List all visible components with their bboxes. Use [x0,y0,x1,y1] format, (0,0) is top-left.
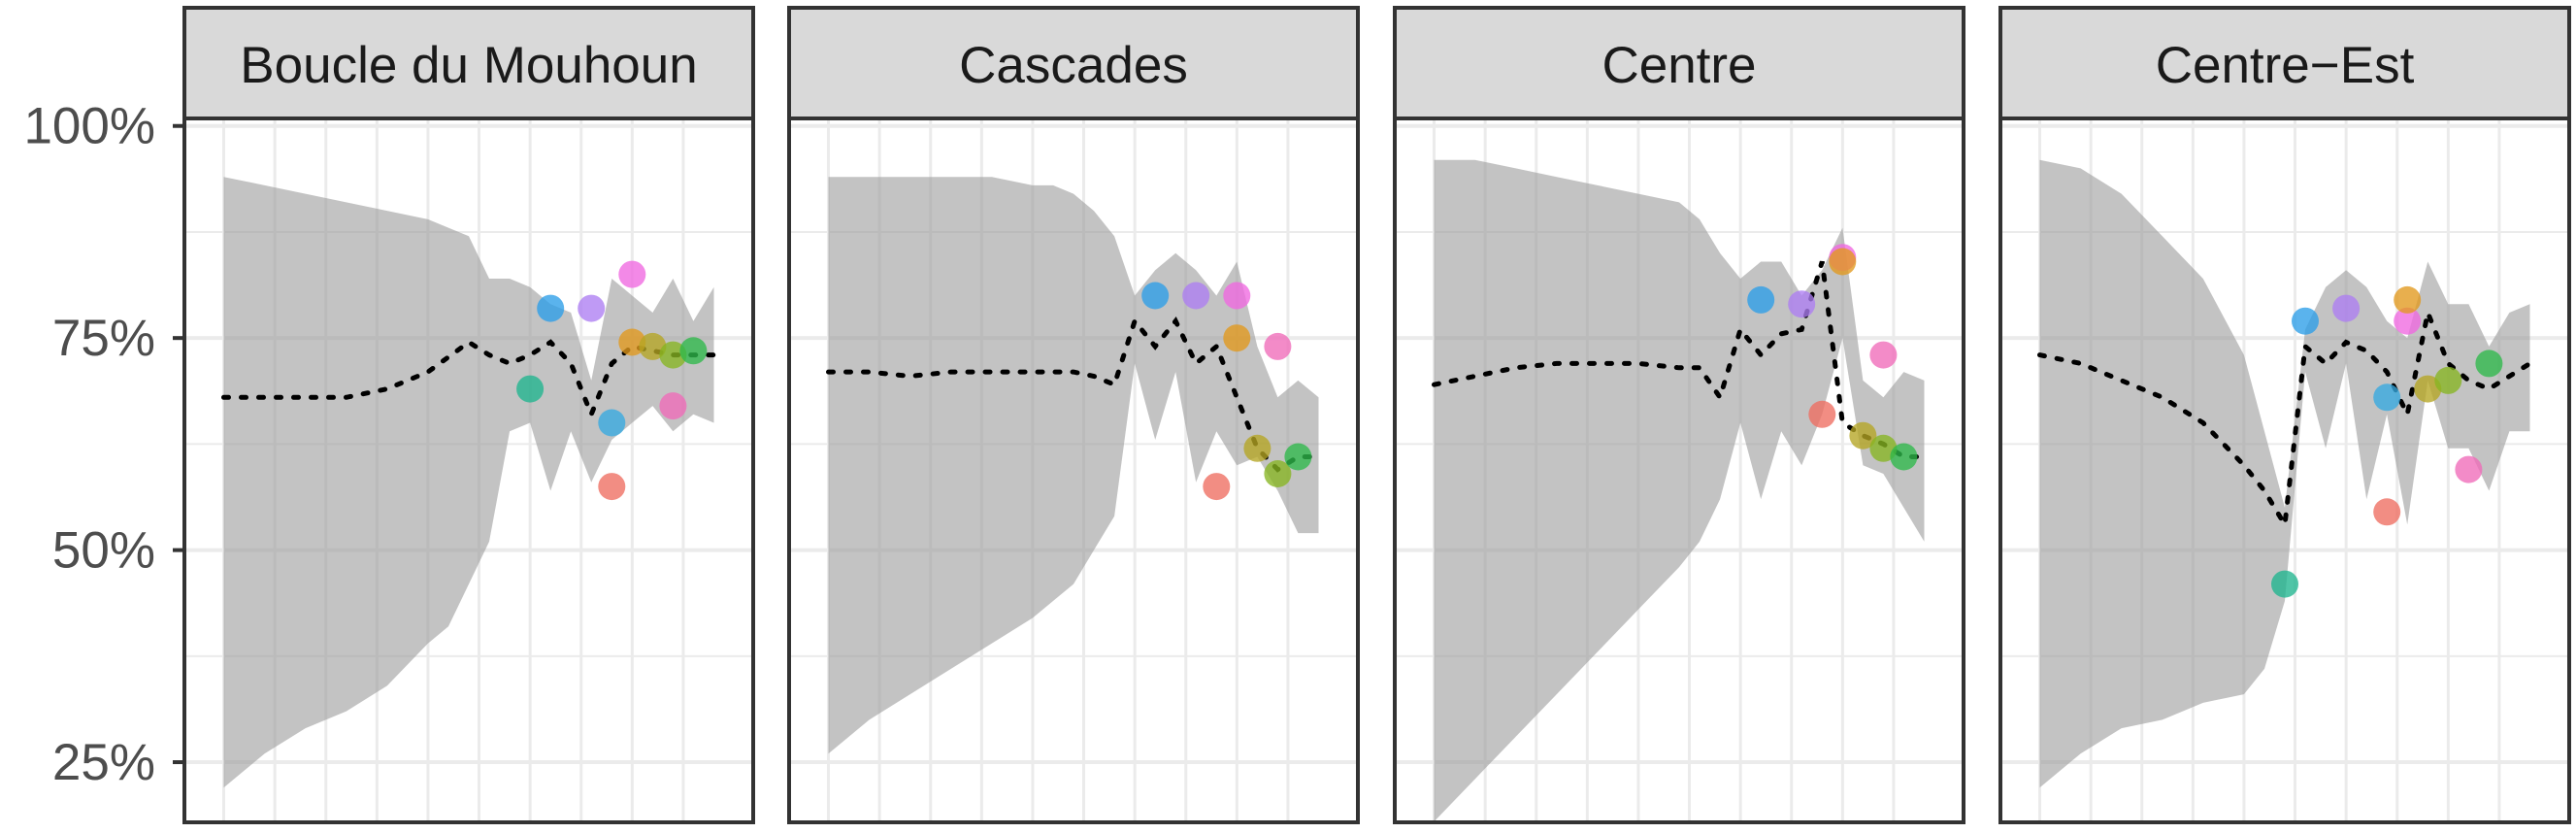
data-point [2434,366,2462,394]
data-point [598,409,626,437]
trend-line [826,316,1321,473]
facet-panel: Boucle du Mouhoun [182,6,755,824]
confidence-ribbon [1434,159,1925,822]
data-point [1223,282,1251,310]
facet-strip [1393,6,1965,120]
data-point [2292,307,2319,335]
data-point [2271,570,2298,598]
trend-line [221,339,716,421]
data-point [1869,341,1898,369]
data-point [1203,473,1231,501]
data-point [1264,332,1292,360]
facet-title: Boucle du Mouhoun [240,37,697,94]
data-point [516,375,545,403]
confidence-ribbon [2039,159,2530,788]
confidence-ribbon [828,177,1319,754]
data-point [2373,383,2401,412]
data-point [537,294,565,322]
facet-title: Cascades [959,37,1188,94]
confidence-ribbon [223,177,714,788]
data-point [2475,350,2503,378]
data-point [618,328,646,356]
data-point [1849,421,1877,450]
facet-panel: Centre−Est [1998,6,2571,824]
data-point [1182,282,1210,310]
data-point [1788,290,1816,318]
facet-panels: Boucle du Mouhoun Cascades Centre Centre−Es… [182,6,2571,824]
data-point [1829,248,1857,276]
data-point [2414,375,2442,403]
data-point [2455,455,2483,483]
data-point [1243,434,1271,462]
data-point [2373,498,2401,526]
data-point [659,341,687,369]
data-point [659,392,687,420]
data-point [1808,400,1836,428]
data-point [639,332,667,360]
data-point [2394,285,2422,314]
y-tick-label: 25% [52,734,155,791]
data-point [679,337,708,365]
facet-strip [787,6,1360,120]
facet-title: Centre−Est [2156,37,2415,94]
data-point [2394,307,2422,335]
facet-strip [182,6,755,120]
data-point [1869,434,1898,462]
data-point [618,260,646,288]
data-point [1141,282,1170,310]
data-point [1264,460,1292,487]
data-point [598,473,626,501]
data-point [2332,294,2361,322]
y-axis: 25% 50% 75% 100% [23,98,184,791]
y-tick-label: 50% [52,522,155,580]
facet-strip [1998,6,2571,120]
data-point [1747,285,1775,314]
y-tick-label: 75% [52,310,155,367]
facet-title: Centre [1602,37,1756,94]
y-tick-label: 100% [23,98,155,155]
data-point [578,294,606,322]
data-point [1284,443,1312,471]
data-point [1890,443,1918,471]
facet-panel: Cascades [787,6,1360,824]
data-point [1223,324,1251,352]
facet-panel: Centre [1393,6,1965,824]
trend-line [2037,304,2532,532]
